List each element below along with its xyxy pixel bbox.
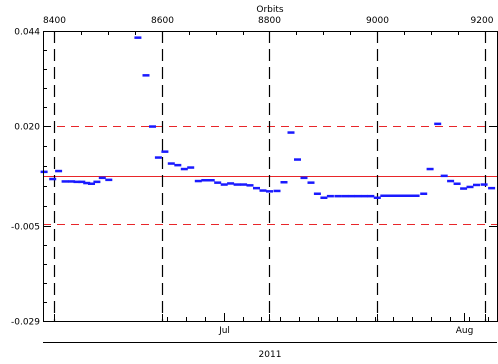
data-point <box>246 184 254 187</box>
data-point <box>326 194 334 198</box>
data-point <box>187 166 195 169</box>
orbit-dashed-lines <box>53 31 487 321</box>
data-points <box>40 36 496 199</box>
bottom-axis-ticks: Jul Aug <box>167 313 489 336</box>
data-point <box>406 194 414 197</box>
data-point <box>78 180 86 184</box>
data-point <box>360 194 368 198</box>
data-point <box>294 158 301 161</box>
data-point <box>73 180 81 184</box>
data-point <box>488 186 496 190</box>
data-point <box>447 179 455 183</box>
data-point <box>240 183 248 186</box>
data-point <box>386 194 394 197</box>
data-point <box>214 181 222 184</box>
data-point <box>266 190 273 193</box>
data-point <box>201 179 209 182</box>
y-tick-label: -0.005 <box>11 223 40 233</box>
top-axis-ticks: 8400 8600 8800 9000 9200 <box>43 16 494 321</box>
data-point <box>142 74 150 77</box>
data-point <box>420 192 428 195</box>
year-label: 2011 <box>259 350 282 360</box>
data-point <box>320 196 328 199</box>
y-tick-label: 0.044 <box>14 28 40 38</box>
data-point <box>280 181 288 184</box>
data-point <box>380 194 388 197</box>
data-point <box>194 179 202 183</box>
data-point <box>88 182 95 185</box>
data-point <box>354 194 362 198</box>
data-point <box>207 179 215 182</box>
data-point <box>98 176 106 180</box>
data-point <box>161 150 169 153</box>
top-tick-label: 8400 <box>43 16 66 26</box>
data-point <box>453 182 461 185</box>
data-point <box>174 163 182 167</box>
data-point <box>334 194 342 198</box>
data-point <box>273 189 281 193</box>
data-point <box>68 180 76 183</box>
data-point <box>220 183 228 186</box>
top-axis-title: Orbits <box>256 5 284 15</box>
data-point <box>134 36 142 39</box>
data-point <box>83 181 91 185</box>
y-axis-ticks: 0.044 0.020 -0.005 -0.029 <box>11 28 497 328</box>
data-point <box>373 196 381 199</box>
data-point <box>40 170 48 174</box>
data-point <box>93 180 101 184</box>
data-point <box>399 194 407 197</box>
data-point <box>347 194 355 198</box>
data-point <box>300 176 308 180</box>
data-point <box>473 183 480 187</box>
data-point <box>393 194 401 197</box>
data-point <box>426 167 434 171</box>
data-point <box>149 125 156 128</box>
data-point <box>167 162 175 165</box>
data-point <box>480 183 488 186</box>
data-point <box>466 185 474 189</box>
data-point <box>307 181 315 184</box>
top-tick-label: 8600 <box>151 16 174 26</box>
top-tick-label: 9000 <box>366 16 389 26</box>
data-point <box>313 192 321 195</box>
month-label: Jul <box>218 326 230 336</box>
data-point <box>259 189 267 192</box>
top-tick-label: 9200 <box>471 16 494 26</box>
data-point <box>180 167 188 171</box>
data-point <box>341 194 349 198</box>
top-tick-label: 8800 <box>258 16 281 26</box>
data-point <box>434 122 442 126</box>
y-tick-label: -0.029 <box>11 318 40 328</box>
y-tick-label: 0.020 <box>14 123 40 133</box>
data-point <box>233 183 241 186</box>
data-point <box>367 194 375 198</box>
data-point <box>154 156 162 159</box>
data-point <box>49 177 57 181</box>
data-point <box>105 178 113 182</box>
data-point <box>55 169 63 173</box>
data-point <box>61 180 69 183</box>
data-point <box>253 186 260 190</box>
data-point <box>460 187 468 190</box>
data-point <box>227 182 235 185</box>
data-point <box>440 174 448 178</box>
data-point <box>287 131 295 134</box>
data-point <box>412 194 420 197</box>
month-label: Aug <box>456 326 474 336</box>
